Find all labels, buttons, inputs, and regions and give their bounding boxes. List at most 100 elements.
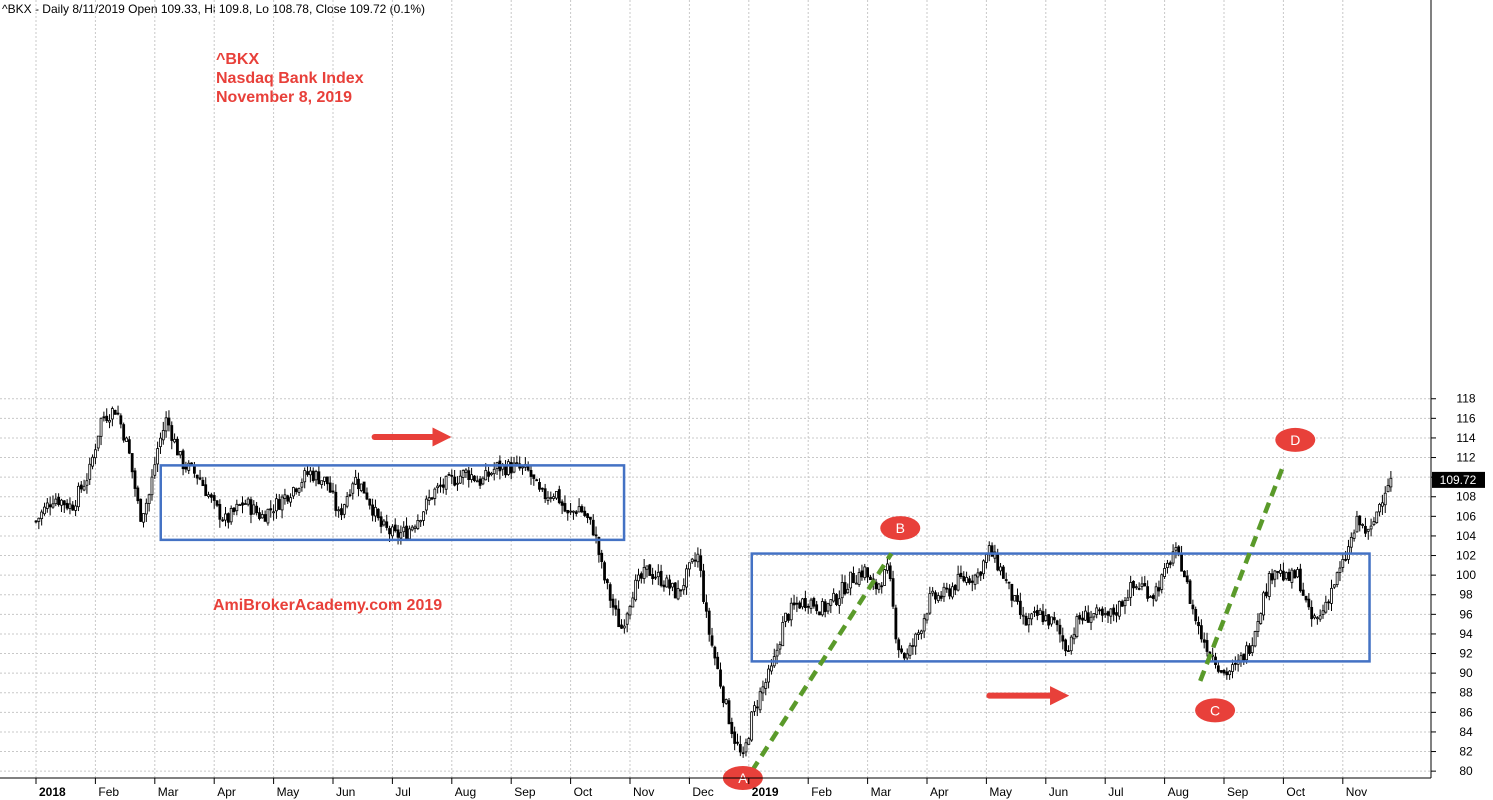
candle-body <box>1149 596 1152 599</box>
candle-body <box>721 686 725 704</box>
candle-body <box>792 602 796 606</box>
candle-body <box>600 552 604 563</box>
candle-body <box>269 508 273 511</box>
x-tick-label: Dec <box>692 785 713 799</box>
candle-body <box>359 483 363 491</box>
candle-body <box>688 562 691 570</box>
candle-body <box>1086 612 1090 623</box>
candle-body <box>1332 584 1336 588</box>
candle-body <box>659 570 663 586</box>
candle-body <box>583 510 587 516</box>
candle-body <box>1242 653 1246 662</box>
candle-body <box>1112 607 1116 615</box>
candle-body <box>99 417 103 437</box>
candle-body <box>74 505 77 511</box>
candle-body <box>586 513 589 518</box>
candle-body <box>60 499 63 506</box>
candle-body <box>968 578 971 584</box>
candle-body <box>1273 570 1277 580</box>
candle-body <box>1109 608 1113 617</box>
candle-body <box>837 598 841 606</box>
candle-body <box>671 582 674 588</box>
candle-body <box>458 475 462 484</box>
marker-d: D <box>1275 427 1316 452</box>
candle-body <box>390 526 394 537</box>
x-tick-label: 2019 <box>752 785 779 799</box>
candle-body <box>512 462 516 473</box>
marker-b: B <box>880 516 921 541</box>
candle-body <box>1058 624 1062 635</box>
candle-body <box>1310 607 1314 620</box>
candle-body <box>764 682 768 689</box>
candle-body <box>1030 613 1034 620</box>
candle-body <box>685 568 688 588</box>
candle-body <box>849 571 853 589</box>
candle-body <box>787 613 790 621</box>
candle-body <box>727 700 731 725</box>
candle-body <box>1007 581 1011 584</box>
candle-body <box>422 511 425 521</box>
candle-body <box>280 496 284 511</box>
candle-body <box>1284 572 1288 580</box>
candle-body <box>682 585 686 591</box>
candle-body <box>1163 568 1166 577</box>
candle-body <box>159 437 162 448</box>
candle-body <box>753 705 756 712</box>
candle-body <box>631 597 635 608</box>
candle-body <box>1199 625 1203 640</box>
candle-body <box>342 504 346 515</box>
candle-body <box>351 483 355 494</box>
candle-body <box>1231 664 1234 672</box>
candle-body <box>388 528 391 535</box>
candle-body <box>184 466 188 470</box>
x-tick-label: Apr <box>930 785 949 799</box>
candle-body <box>696 553 700 563</box>
candle-body <box>1250 645 1254 653</box>
y-tick-label: 90 <box>1459 666 1473 680</box>
candle-body <box>1282 570 1285 581</box>
x-tick-label: Nov <box>633 785 654 799</box>
candle-body <box>334 491 338 511</box>
candle-body <box>953 584 957 591</box>
candle-body <box>922 618 926 632</box>
last-price-label: 109.72 <box>1440 473 1477 487</box>
candle-body <box>733 731 737 744</box>
candle-body <box>1143 583 1147 587</box>
candle-body <box>1024 615 1028 626</box>
candle-body <box>1253 631 1257 647</box>
candle-body <box>529 469 533 477</box>
y-tick-label: 114 <box>1456 431 1475 445</box>
candle-body <box>405 525 408 539</box>
watermark: AmiBrokerAcademy.com 2019 <box>213 597 442 614</box>
candle-body <box>1084 610 1087 621</box>
candle-body <box>1355 515 1359 533</box>
candle-body <box>1089 616 1093 623</box>
candle-body <box>1296 569 1299 578</box>
candle-body <box>1330 587 1333 604</box>
candle-body <box>1137 588 1141 590</box>
candle-body <box>642 566 646 579</box>
candle-body <box>1389 477 1393 488</box>
candle-body <box>1038 609 1042 616</box>
candle-body <box>755 706 759 709</box>
candle-body <box>113 409 117 415</box>
candle-body <box>1338 567 1342 573</box>
candle-body <box>1185 575 1189 583</box>
candle-body <box>1369 525 1373 530</box>
candle-body <box>1183 570 1186 578</box>
candle-body <box>699 555 703 571</box>
candle-body <box>936 595 940 601</box>
candle-body <box>1134 586 1138 589</box>
y-tick-label: 116 <box>1456 411 1475 425</box>
candle-body <box>540 487 544 490</box>
candle-body <box>806 605 810 608</box>
trendline-1 <box>749 552 894 773</box>
candle-body <box>1301 589 1305 596</box>
marker-label: B <box>896 520 905 536</box>
candle-body <box>891 578 895 607</box>
candle-body <box>572 510 575 513</box>
candle-body <box>719 669 722 687</box>
candle-body <box>235 503 239 512</box>
candle-body <box>758 691 762 711</box>
